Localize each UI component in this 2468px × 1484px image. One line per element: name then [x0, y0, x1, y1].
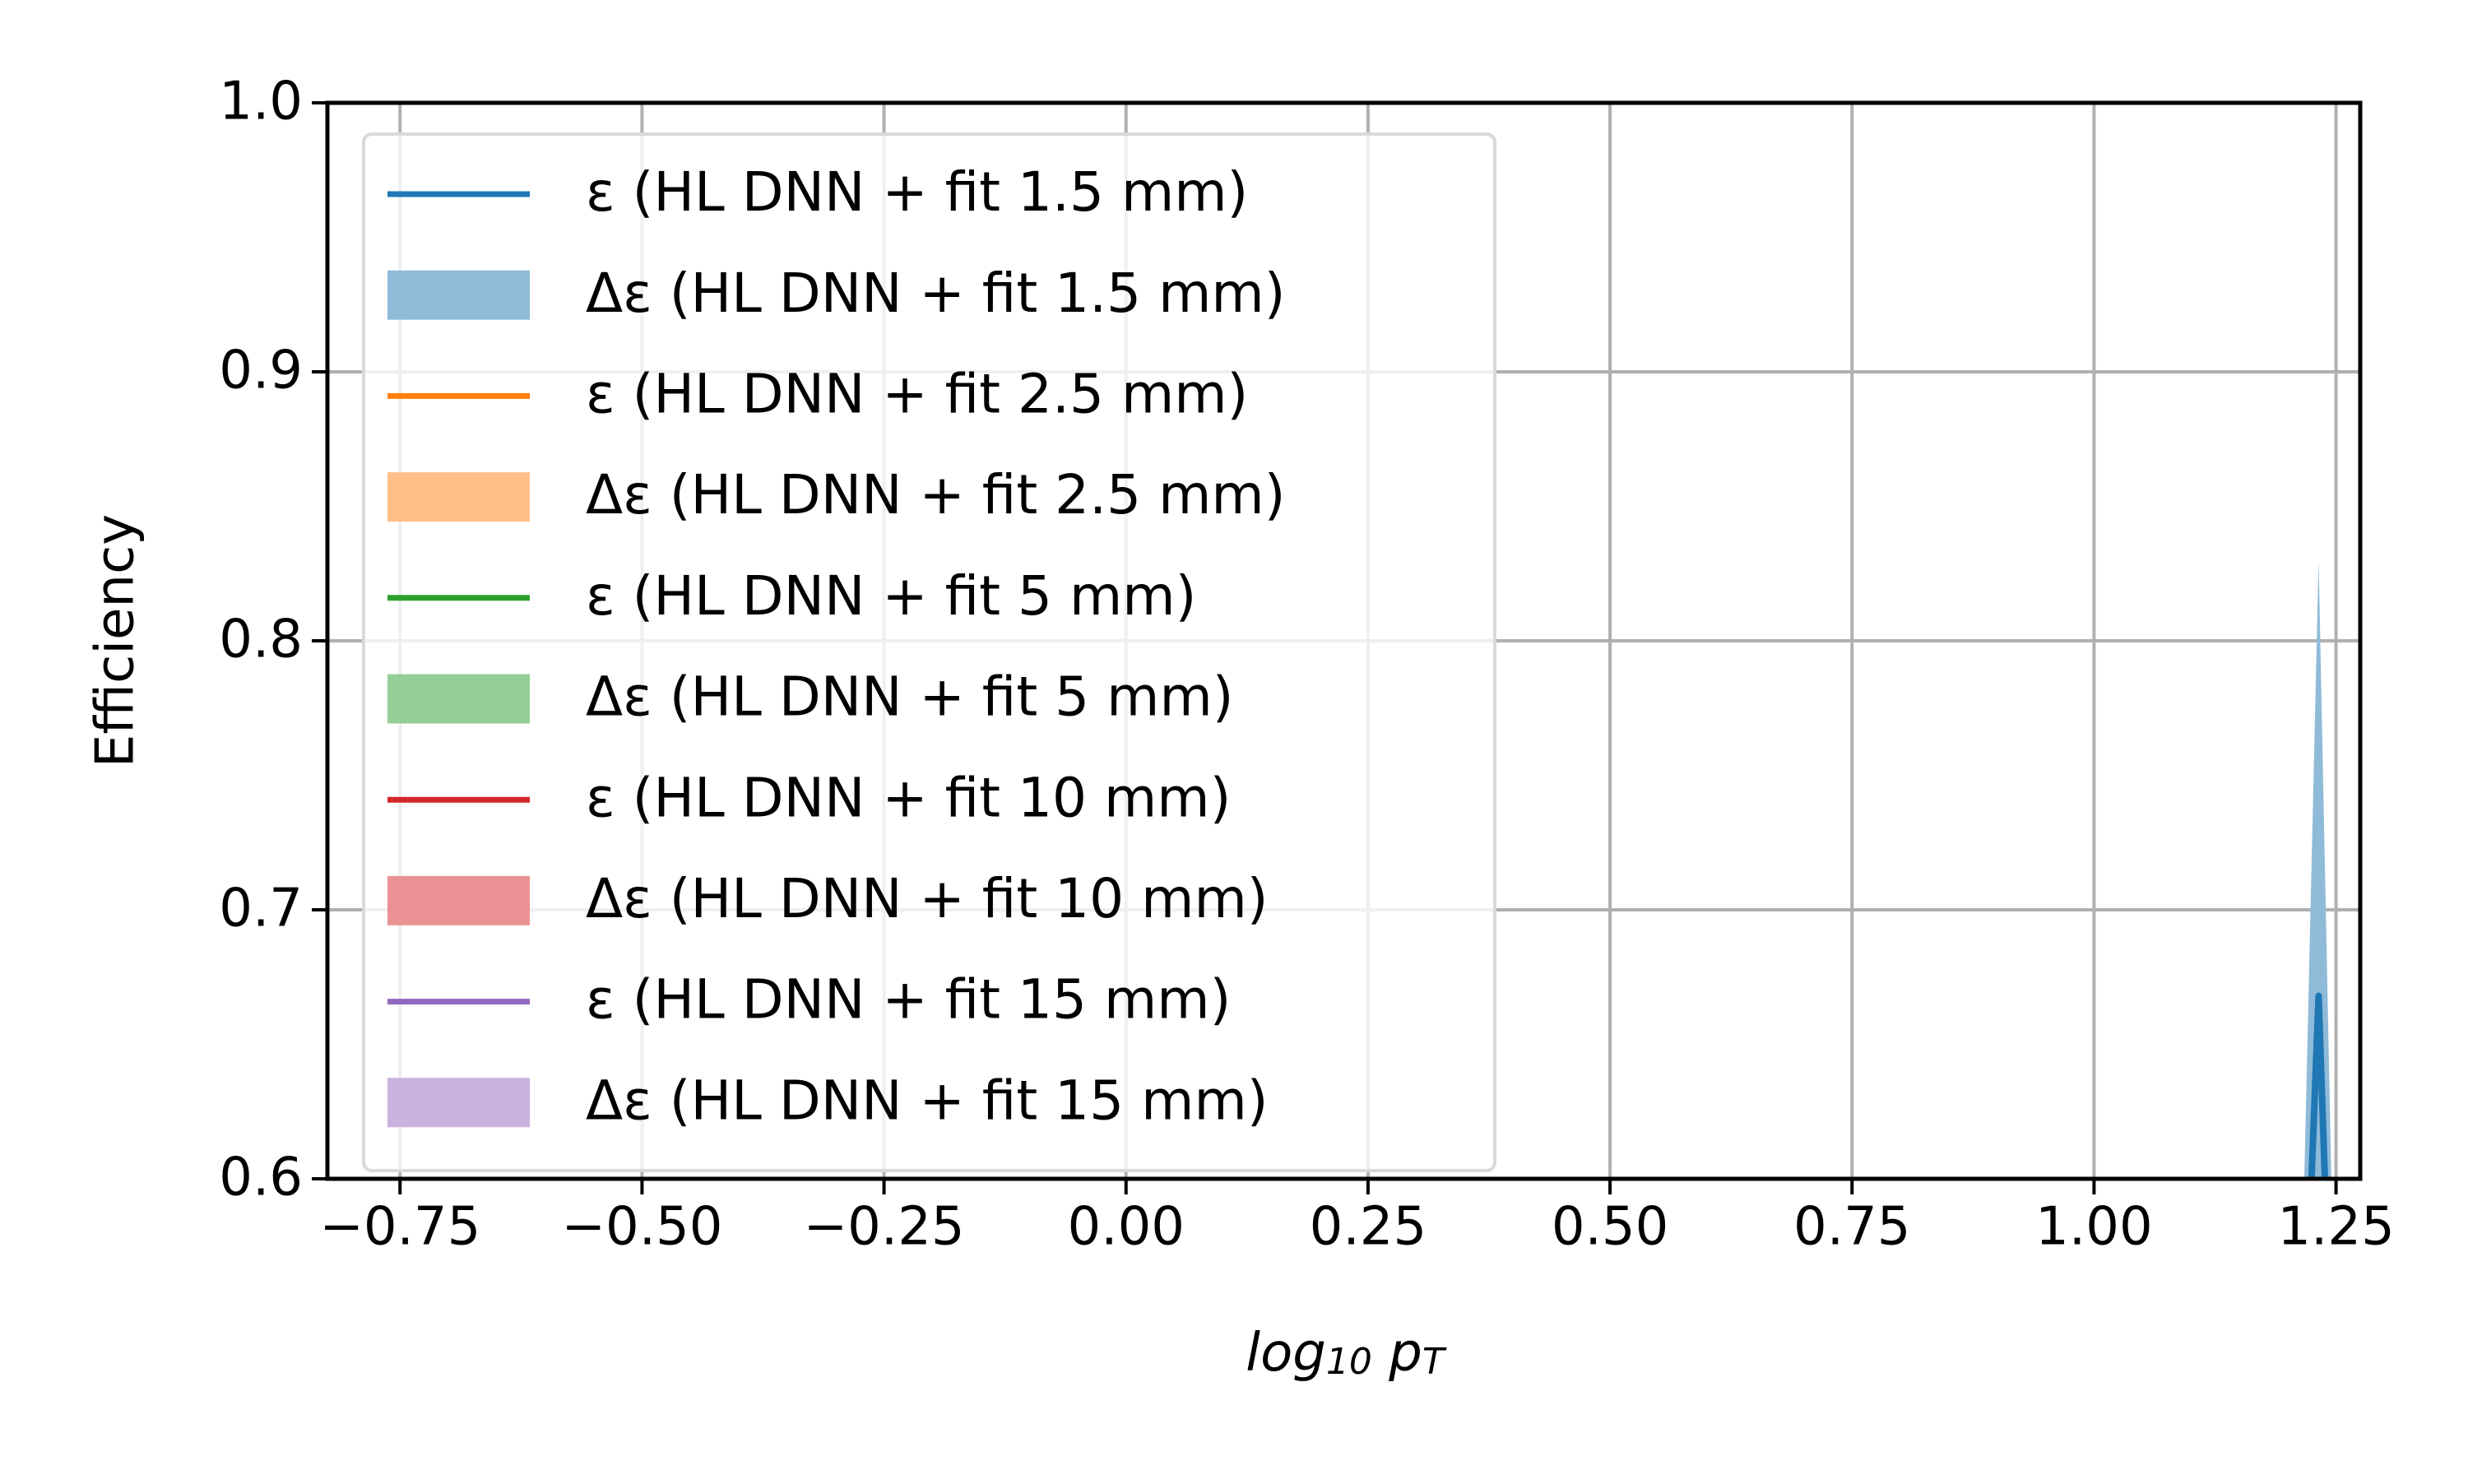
- x-tick-label: 1.00: [2035, 1197, 2153, 1258]
- legend-label: Δε (HL DNN + fit 5 mm): [586, 665, 1234, 729]
- legend-patch: [387, 472, 530, 522]
- legend-patch: [387, 270, 530, 320]
- x-tick-label: −0.50: [561, 1197, 722, 1258]
- plot-area: [2304, 559, 2331, 1179]
- legend-patch: [387, 875, 530, 925]
- y-tick-label: 0.9: [219, 341, 303, 401]
- legend-patch: [387, 674, 530, 724]
- legend-label: ε (HL DNN + fit 5 mm): [586, 564, 1196, 628]
- legend-box: [362, 132, 1496, 1172]
- y-tick-label: 0.8: [219, 610, 303, 670]
- error-band: [2304, 559, 2331, 1179]
- y-tick-label: 0.7: [219, 879, 303, 939]
- legend-label: Δε (HL DNN + fit 10 mm): [586, 867, 1268, 930]
- x-tick-label: 0.50: [1552, 1197, 1669, 1258]
- legend-patch: [387, 1078, 530, 1128]
- legend-label: ε (HL DNN + fit 1.5 mm): [586, 160, 1248, 224]
- legend-label: Δε (HL DNN + fit 1.5 mm): [586, 262, 1285, 325]
- legend: ε (HL DNN + fit 1.5 mm) Δε (HL DNN + fit …: [362, 132, 1496, 1172]
- y-tick-label: 1.0: [219, 72, 303, 132]
- legend-label: ε (HL DNN + fit 2.5 mm): [586, 362, 1248, 425]
- x-tick-label: −0.25: [804, 1197, 965, 1258]
- x-tick-label: 1.25: [2277, 1197, 2395, 1258]
- efficiency-line: [2308, 992, 2329, 1179]
- legend-label: Δε (HL DNN + fit 15 mm): [586, 1069, 1268, 1132]
- x-tick-label: −0.75: [319, 1197, 480, 1258]
- x-tick-label: 0.75: [1793, 1197, 1911, 1258]
- legend-label: ε (HL DNN + fit 15 mm): [586, 968, 1231, 1032]
- legend-label: Δε (HL DNN + fit 2.5 mm): [586, 463, 1285, 526]
- axes-frame: [325, 100, 2363, 1181]
- x-tick-label: 0.25: [1310, 1197, 1427, 1258]
- legend-label: ε (HL DNN + fit 10 mm): [586, 766, 1231, 829]
- y-tick-label: 0.6: [219, 1148, 303, 1208]
- x-axis-label: log10 pT: [1246, 1323, 1447, 1384]
- x-tick-label: 0.00: [1068, 1197, 1185, 1258]
- y-axis-label: Efficiency: [86, 514, 146, 768]
